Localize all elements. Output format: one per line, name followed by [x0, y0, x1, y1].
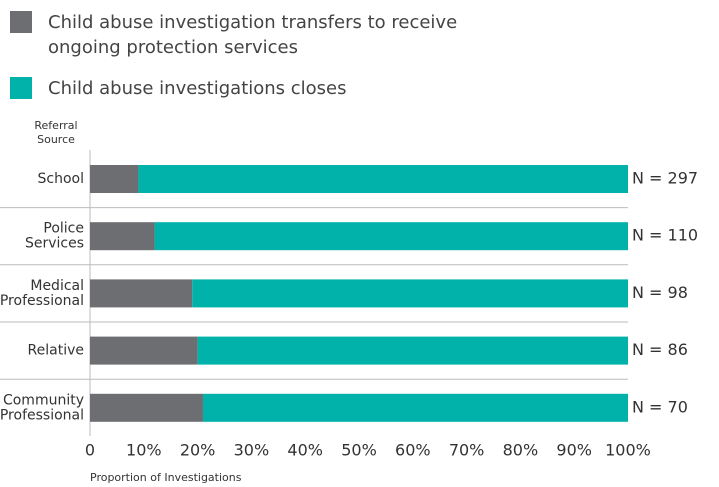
- bar-segment: [202, 393, 629, 422]
- y-tick-label: School: [38, 171, 84, 187]
- x-tick-label: 80%: [503, 441, 539, 460]
- x-tick-label: 100%: [605, 441, 651, 460]
- x-tick-label: 50%: [341, 441, 377, 460]
- bar-segment: [90, 279, 193, 308]
- x-axis-label: Proportion of Investigations: [90, 471, 242, 484]
- annotation: N = 70: [632, 397, 688, 416]
- y-tick-label: Services: [25, 236, 84, 252]
- x-tick-label: 40%: [287, 441, 323, 460]
- y-tick-label: Community: [3, 392, 84, 408]
- bar-segment: [90, 165, 139, 193]
- legend-label: Child abuse investigations closes: [48, 78, 347, 99]
- bar-segment: [90, 336, 198, 365]
- x-tick-label: 10%: [126, 441, 162, 460]
- x-tick-label: 70%: [449, 441, 485, 460]
- bar-segment: [192, 279, 628, 308]
- annotation: N = 110: [632, 226, 698, 245]
- legend-swatch: [10, 11, 32, 33]
- y-axis-label: Referral Source: [34, 119, 78, 146]
- y-tick-label: Medical: [30, 278, 84, 294]
- y-tick-label: Professional: [0, 407, 84, 423]
- legend-entry: Child abuse investigations closes: [10, 76, 488, 101]
- y-tick-label: Police: [43, 221, 84, 237]
- legend-swatch: [10, 77, 32, 99]
- y-tick-label: Relative: [28, 343, 84, 359]
- annotation: N = 98: [632, 283, 688, 302]
- x-tick-label: 30%: [234, 441, 270, 460]
- y-axis-label-box: Referral Source: [0, 119, 84, 147]
- bar-segment: [154, 222, 628, 251]
- x-tick-label: 0: [85, 441, 95, 460]
- bar-segment: [90, 222, 155, 251]
- annotation: N = 86: [632, 340, 688, 359]
- bar-segment: [90, 393, 203, 422]
- legend-label: Child abuse investigation transfers to r…: [48, 12, 458, 58]
- bar-segment: [138, 165, 629, 193]
- x-tick-label: 60%: [395, 441, 431, 460]
- bar-segment: [197, 336, 628, 365]
- legend-entry: Child abuse investigation transfers to r…: [10, 10, 488, 60]
- annotation: N = 297: [632, 169, 698, 188]
- x-tick-label: 90%: [556, 441, 592, 460]
- y-tick-label: Professional: [0, 293, 84, 309]
- x-tick-label: 20%: [180, 441, 216, 460]
